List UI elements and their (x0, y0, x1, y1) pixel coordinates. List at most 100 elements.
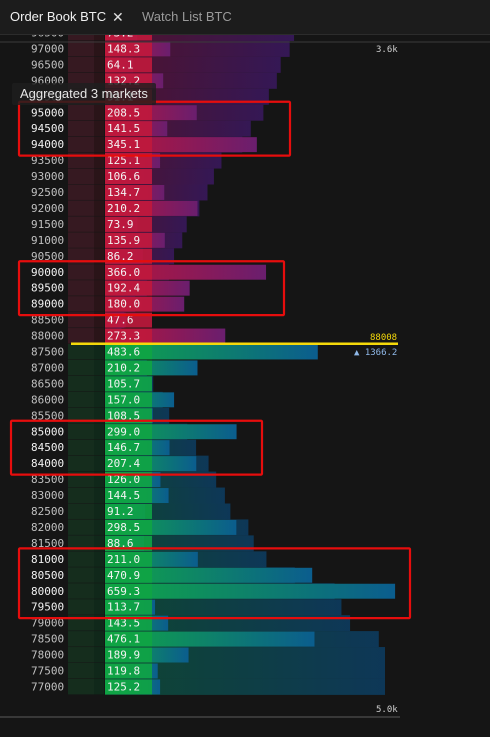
heat-strip (68, 216, 94, 232)
heat-strip (68, 678, 94, 695)
depth-step (105, 599, 342, 616)
size-cell (105, 41, 152, 57)
heat-strip (94, 120, 104, 137)
size-cell (105, 392, 152, 408)
size-label: 180.0 (107, 298, 140, 311)
heat-strip (68, 184, 94, 200)
price-label: 88500 (31, 314, 64, 327)
heat-strip (94, 503, 104, 519)
size-label: 476.1 (107, 633, 140, 646)
size-label: 113.7 (107, 601, 140, 614)
size-label: 119.8 (107, 665, 140, 678)
price-label: 82000 (31, 521, 64, 534)
size-cell (105, 105, 152, 121)
heat-strip (68, 631, 94, 647)
heat-strip (94, 280, 104, 296)
size-label: 211.0 (107, 553, 140, 566)
size-cell (105, 504, 152, 519)
heat-strip (68, 200, 94, 216)
highlight-box (17, 547, 412, 620)
price-label: 89000 (31, 298, 64, 311)
size-cell (105, 137, 152, 153)
price-label: 78000 (31, 649, 64, 662)
price-label: 87000 (31, 361, 64, 374)
depth-step (105, 35, 295, 41)
size-label: 189.9 (107, 649, 140, 662)
size-cell (105, 328, 152, 344)
heat-strip (94, 567, 104, 583)
size-label: 144.5 (107, 489, 140, 502)
size-cell (105, 376, 152, 392)
heat-strip (94, 519, 104, 535)
heat-strip (94, 647, 104, 663)
size-label: 125.1 (107, 154, 140, 167)
heat-strip (68, 359, 94, 376)
price-label: 79000 (31, 617, 64, 630)
size-label: 91.2 (107, 505, 134, 518)
close-icon[interactable]: ✕ (112, 9, 124, 25)
top-axis-label: 3.6k (376, 45, 398, 55)
price-label: 93500 (31, 154, 64, 167)
price-label: 80500 (31, 569, 64, 582)
size-cell (105, 248, 152, 264)
heat-strip (68, 583, 94, 599)
size-label: 483.6 (107, 346, 140, 359)
size-label: 143.5 (107, 617, 140, 630)
bid-size-bar (105, 344, 318, 360)
size-cell (105, 264, 152, 280)
heat-strip (68, 280, 94, 296)
heat-strip (94, 344, 104, 360)
price-label: 77000 (31, 680, 64, 693)
size-label: 366.0 (107, 266, 140, 279)
spread-price: 88008 (370, 333, 397, 343)
size-cell (105, 488, 152, 503)
heat-strip (94, 35, 104, 41)
heat-strip (68, 56, 94, 73)
size-cell (105, 280, 152, 296)
heat-strip (68, 104, 94, 121)
bid-size-bar (105, 567, 313, 583)
price-label: 78500 (31, 633, 64, 646)
heat-strip (68, 519, 94, 535)
price-label: 97000 (31, 42, 64, 55)
size-label: 299.0 (107, 425, 140, 438)
heat-strip (94, 248, 104, 264)
heat-strip (94, 551, 104, 567)
heat-strip (94, 615, 104, 631)
size-label: 125.2 (107, 680, 140, 693)
size-label: 298.5 (107, 521, 140, 534)
size-label: 86.2 (107, 250, 134, 263)
tab-order-book[interactable]: Order Book BTC (10, 9, 107, 24)
heat-strip (94, 631, 104, 647)
tab-watch-list[interactable]: Watch List BTC (142, 9, 232, 24)
size-label: 157.0 (107, 393, 140, 406)
size-cell (105, 169, 152, 184)
price-label: 94000 (31, 138, 64, 151)
heat-strip (94, 678, 104, 695)
size-label: 146.7 (107, 441, 140, 454)
spread-change: ▲ 1366.2 (354, 348, 397, 358)
heat-strip (68, 455, 94, 472)
size-cell (105, 583, 152, 599)
size-cell (105, 121, 152, 137)
aggregation-label: Aggregated 3 markets (12, 83, 156, 105)
heat-strip (68, 136, 94, 153)
heat-strip (68, 40, 94, 57)
size-label: 134.7 (107, 186, 140, 199)
size-cell (105, 440, 152, 456)
heat-strip (68, 120, 94, 137)
depth-step (105, 678, 385, 695)
heat-strip (94, 264, 104, 280)
heat-strip (94, 455, 104, 472)
size-cell (105, 232, 152, 248)
size-label: 470.9 (107, 569, 140, 582)
heat-strip (94, 439, 104, 456)
size-cell (105, 57, 152, 73)
size-cell (105, 647, 152, 663)
size-label: 64.1 (107, 58, 134, 71)
bid-size-bar (105, 583, 396, 599)
heat-strip (94, 535, 104, 551)
size-cell (105, 35, 152, 41)
heat-strip (94, 232, 104, 248)
order-book-chart: 9650073.297000148.39650064.196000132.295… (0, 35, 490, 718)
